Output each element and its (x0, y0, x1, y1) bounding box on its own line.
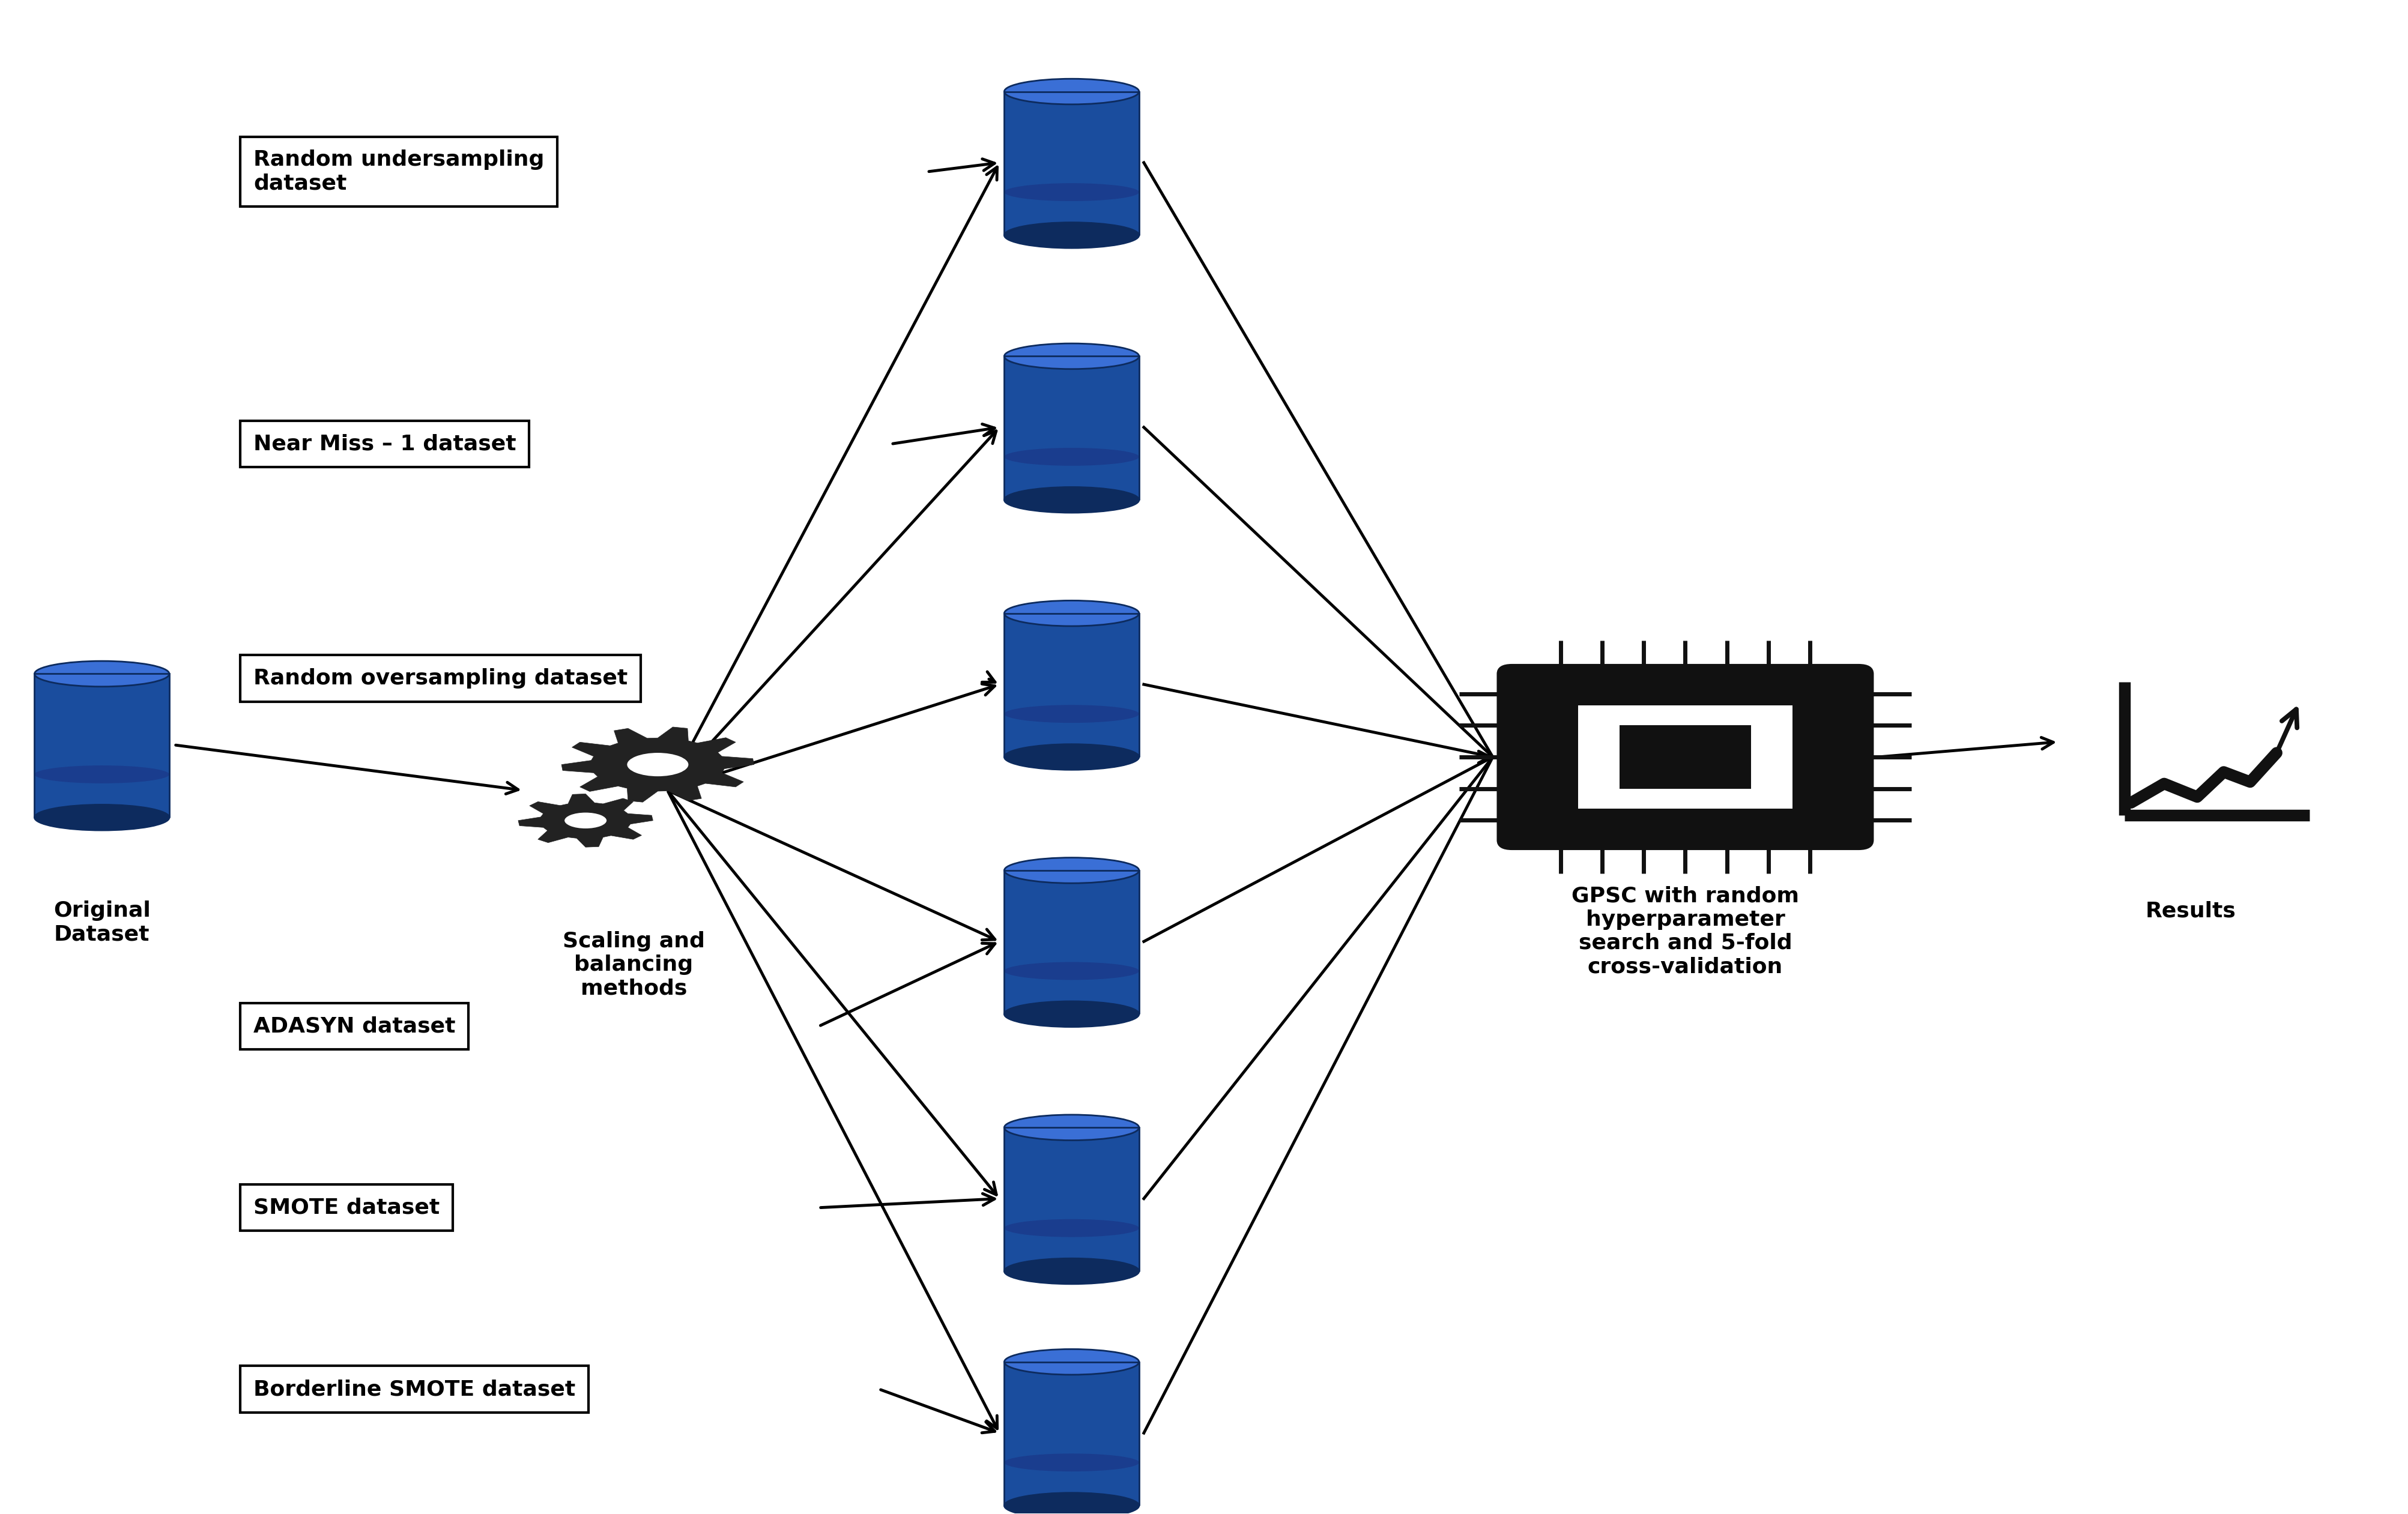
Text: Random oversampling dataset: Random oversampling dataset (253, 668, 628, 689)
Ellipse shape (1004, 488, 1139, 513)
Ellipse shape (1004, 601, 1139, 627)
Ellipse shape (34, 766, 169, 783)
Text: ADASYN dataset: ADASYN dataset (253, 1016, 455, 1037)
Text: Near Miss – 1 dataset: Near Miss – 1 dataset (253, 433, 515, 454)
Polygon shape (561, 727, 754, 802)
Text: GPSC with random
hyperparameter
search and 5-fold
cross-validation: GPSC with random hyperparameter search a… (1572, 886, 1799, 977)
FancyBboxPatch shape (1498, 665, 1873, 849)
Ellipse shape (626, 752, 689, 777)
Ellipse shape (1004, 448, 1139, 466)
Ellipse shape (1004, 1219, 1139, 1237)
Ellipse shape (1004, 857, 1139, 883)
Polygon shape (1004, 91, 1139, 235)
Ellipse shape (1004, 79, 1139, 104)
FancyBboxPatch shape (1621, 725, 1751, 789)
Ellipse shape (1004, 1258, 1139, 1284)
Polygon shape (1004, 1128, 1139, 1272)
Ellipse shape (1004, 1453, 1139, 1472)
Polygon shape (1004, 613, 1139, 757)
FancyBboxPatch shape (1577, 706, 1792, 808)
Ellipse shape (1004, 1114, 1139, 1140)
Text: Results: Results (2146, 901, 2237, 921)
Polygon shape (1004, 871, 1139, 1014)
Ellipse shape (1004, 1493, 1139, 1514)
Ellipse shape (34, 805, 169, 830)
Text: Borderline SMOTE dataset: Borderline SMOTE dataset (253, 1379, 576, 1399)
Polygon shape (1004, 1363, 1139, 1505)
Text: Scaling and
balancing
methods: Scaling and balancing methods (563, 931, 706, 999)
Ellipse shape (563, 812, 607, 830)
Ellipse shape (1004, 223, 1139, 248)
Polygon shape (34, 674, 169, 818)
Ellipse shape (1004, 344, 1139, 369)
Ellipse shape (1004, 1349, 1139, 1375)
Ellipse shape (1004, 706, 1139, 722)
Text: SMOTE dataset: SMOTE dataset (253, 1198, 441, 1217)
Text: Random undersampling
dataset: Random undersampling dataset (253, 150, 544, 194)
Ellipse shape (1004, 961, 1139, 980)
Ellipse shape (1004, 1001, 1139, 1026)
Polygon shape (1004, 356, 1139, 500)
Ellipse shape (1004, 183, 1139, 201)
Polygon shape (518, 793, 653, 848)
Ellipse shape (1004, 745, 1139, 769)
Text: Original
Dataset: Original Dataset (53, 901, 149, 945)
Ellipse shape (34, 662, 169, 687)
